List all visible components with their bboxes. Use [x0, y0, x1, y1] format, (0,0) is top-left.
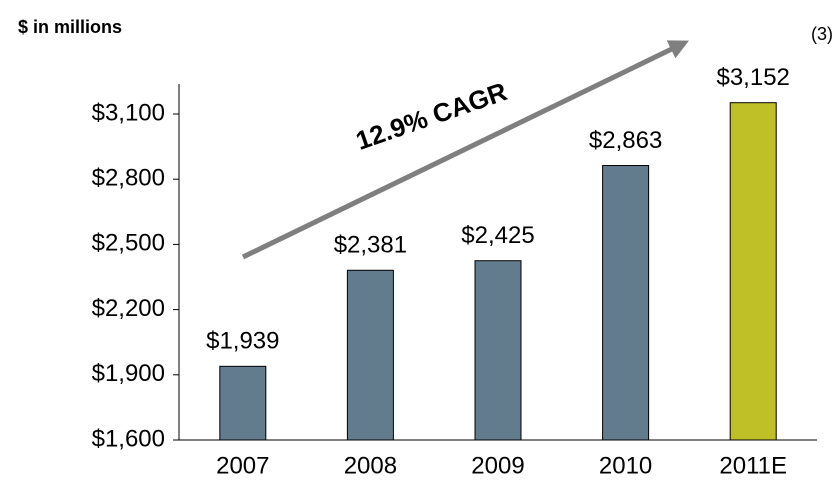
- x-tick-label: 2009: [471, 452, 524, 479]
- value-label: $2,425: [461, 222, 534, 249]
- subtitle: $ in millions: [18, 17, 122, 37]
- bar: [346, 269, 394, 441]
- y-tick-label: $2,200: [92, 295, 165, 322]
- y-tick-label: $1,900: [92, 360, 165, 387]
- bar: [474, 260, 522, 441]
- annotation: 12.9% CAGR: [352, 76, 511, 156]
- growth-arrow: [241, 40, 689, 260]
- y-tick-label: $2,800: [92, 165, 165, 192]
- footnote: (3): [811, 24, 833, 44]
- value-label: $2,381: [334, 232, 407, 259]
- x-tick-label: 2007: [216, 452, 269, 479]
- y-tick-label: $2,500: [92, 230, 165, 257]
- y-tick-label: $3,100: [92, 99, 165, 126]
- x-tick-label: 2008: [344, 452, 397, 479]
- value-label: $1,939: [206, 328, 279, 355]
- bar: [602, 165, 650, 441]
- value-label: $3,152: [716, 64, 789, 91]
- x-tick-label: 2011E: [719, 452, 787, 479]
- x-tick-label: 2010: [599, 452, 652, 479]
- value-label: $2,863: [589, 127, 662, 154]
- bar: [729, 102, 777, 441]
- y-tick-label: $1,600: [92, 425, 165, 452]
- bar: [219, 365, 267, 441]
